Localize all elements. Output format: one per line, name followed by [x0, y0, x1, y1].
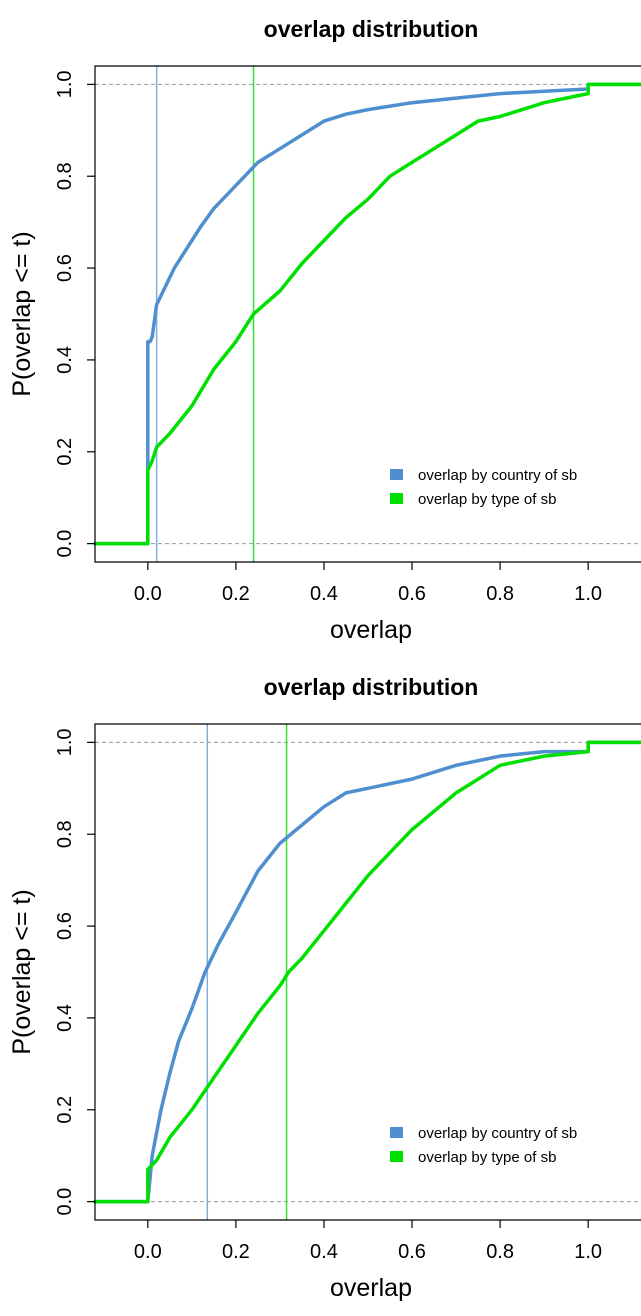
x-tick-label: 0.6 — [398, 583, 426, 605]
y-tick-label: 0.4 — [54, 1004, 76, 1032]
y-tick-label: 0.0 — [54, 530, 76, 558]
y-tick-label: 0.2 — [54, 1096, 76, 1124]
series-line-0 — [93, 740, 641, 1204]
y-tick-label: 1.0 — [54, 728, 76, 756]
chart-svg-1: overlap distribution 0.0 0.2 0.4 0.6 0.8 1.0 0.… — [8, 16, 641, 644]
x-axis-label: overlap — [330, 1274, 412, 1302]
x-tick-label: 0.8 — [486, 583, 514, 605]
chart-panel-2: overlap distribution 0.0 0.2 0.4 0.6 0.8 1.0 0.… — [0, 658, 641, 1316]
y-tick-label: 0.2 — [54, 438, 76, 466]
x-tick-label: 0.2 — [222, 1241, 250, 1263]
y-tick-label: 0.0 — [54, 1188, 76, 1216]
y-tick-label: 0.4 — [54, 346, 76, 374]
series-line-1 — [93, 740, 641, 1204]
legend-label-1: overlap by type of sb — [418, 1149, 556, 1166]
y-tick-label: 0.8 — [54, 162, 76, 190]
y-tick-label: 0.6 — [54, 912, 76, 940]
chart-panel-1: overlap distribution 0.0 0.2 0.4 0.6 0.8 1.0 0.… — [8, 16, 641, 644]
series-line-0 — [93, 82, 641, 546]
y-tick-label: 0.8 — [54, 820, 76, 848]
y-axis-label: P(overlap <= t) — [8, 889, 36, 1054]
y-tick-label: 0.6 — [54, 254, 76, 282]
legend-label-0: overlap by country of sb — [418, 1125, 577, 1142]
y-axis-label: P(overlap <= t) — [8, 231, 36, 396]
x-tick-label: 1.0 — [574, 1241, 602, 1263]
legend-label-0: overlap by country of sb — [418, 467, 577, 484]
legend-label-1: overlap by type of sb — [418, 491, 556, 508]
x-tick-label: 0.4 — [310, 1241, 338, 1263]
legend-swatch-1 — [390, 1151, 403, 1162]
plot-frame — [94, 65, 641, 563]
x-tick-label: 0.2 — [222, 583, 250, 605]
x-tick-label: 0.0 — [134, 1241, 162, 1263]
plot-frame — [94, 723, 641, 1221]
x-tick-label: 0.8 — [486, 1241, 514, 1263]
legend-swatch-0 — [390, 1127, 403, 1138]
x-tick-label: 0.6 — [398, 1241, 426, 1263]
legend-swatch-0 — [390, 469, 403, 480]
x-tick-label: 0.4 — [310, 583, 338, 605]
x-tick-label: 0.0 — [134, 583, 162, 605]
chart-title: overlap distribution — [264, 674, 479, 700]
series-line-1 — [93, 82, 641, 546]
chart-title: overlap distribution — [264, 16, 479, 42]
legend-swatch-1 — [390, 493, 403, 504]
x-axis-label: overlap — [330, 616, 412, 644]
x-tick-label: 1.0 — [574, 583, 602, 605]
y-tick-label: 1.0 — [54, 70, 76, 98]
chart-svg-2: overlap distribution 0.0 0.2 0.4 0.6 0.8 1.0 0.… — [8, 674, 641, 1302]
